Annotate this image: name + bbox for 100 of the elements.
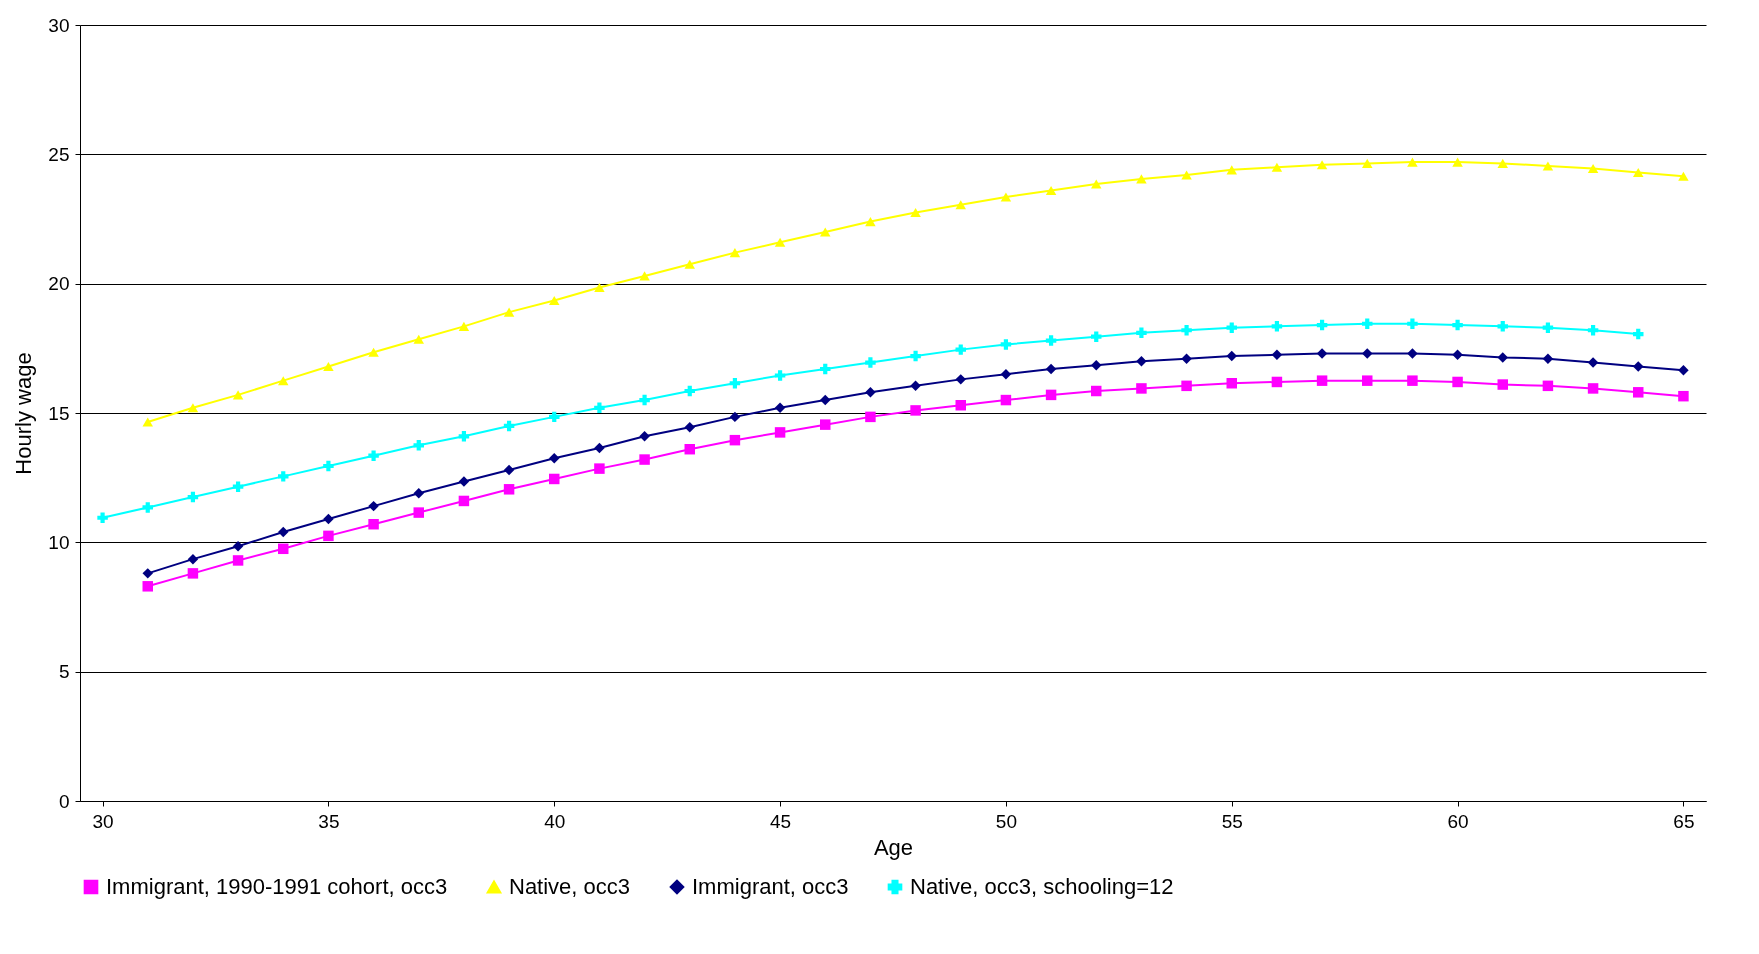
point [503, 464, 515, 476]
point [1633, 361, 1644, 372]
point [594, 283, 605, 293]
point [1587, 324, 1599, 336]
y-tick-label: 25 [48, 143, 70, 165]
point [1136, 356, 1147, 367]
point [1181, 353, 1192, 364]
point [1091, 359, 1102, 371]
point [1226, 165, 1237, 175]
point [458, 321, 470, 331]
legend-label: Native, occ3 [509, 874, 631, 899]
point [232, 540, 244, 552]
point [865, 411, 876, 423]
point [1407, 157, 1418, 167]
point [413, 440, 424, 451]
point [187, 491, 199, 503]
point [1678, 390, 1689, 402]
point [1136, 383, 1147, 394]
point [774, 427, 786, 438]
point [1407, 375, 1418, 386]
point [1452, 319, 1463, 331]
legend-label: Immigrant, 1990-1991 cohort, occ3 [106, 874, 448, 899]
point [729, 248, 741, 258]
point [1181, 324, 1192, 336]
point [232, 481, 244, 492]
point [1452, 157, 1463, 167]
point [1045, 335, 1057, 346]
point [910, 350, 921, 362]
point [910, 405, 921, 416]
point [820, 363, 831, 375]
point [774, 237, 786, 247]
point [278, 471, 289, 482]
point [413, 487, 424, 499]
point [278, 376, 289, 386]
point [729, 378, 741, 389]
point [1587, 164, 1599, 174]
point [1542, 353, 1554, 364]
point [1226, 350, 1237, 362]
point [955, 400, 966, 411]
point [820, 419, 831, 430]
x-tick-label: 50 [995, 810, 1017, 832]
point [1000, 368, 1012, 380]
point [820, 394, 831, 406]
point [1452, 349, 1463, 361]
point [413, 507, 424, 518]
point [1407, 318, 1418, 329]
point [684, 421, 695, 433]
point [232, 390, 244, 400]
point [684, 443, 695, 455]
x-tick-label: 40 [544, 810, 566, 832]
point [1181, 380, 1192, 392]
point [639, 431, 650, 442]
point [142, 568, 153, 579]
point [1587, 357, 1599, 368]
point [458, 495, 470, 507]
point [323, 513, 334, 525]
point [142, 581, 153, 592]
point [594, 463, 605, 474]
point [1678, 365, 1689, 376]
x-tick-label: 30 [92, 810, 114, 832]
point [639, 454, 650, 465]
point [1452, 376, 1463, 388]
x-tick-label: 60 [1447, 810, 1469, 832]
point [594, 442, 605, 454]
point [503, 484, 515, 495]
point [1497, 321, 1508, 332]
point [1316, 319, 1328, 331]
point [1633, 328, 1644, 340]
point [729, 411, 741, 423]
point [187, 568, 199, 579]
point [278, 543, 289, 555]
point [1542, 380, 1554, 392]
point [1091, 331, 1102, 342]
point [1542, 161, 1554, 171]
point [1271, 349, 1283, 361]
point [1271, 321, 1283, 332]
point [503, 307, 515, 317]
point [1226, 322, 1237, 333]
point [1136, 174, 1147, 184]
point [774, 402, 786, 414]
point [1000, 394, 1012, 406]
y-tick-label: 30 [48, 14, 70, 36]
point [684, 259, 695, 269]
point [549, 295, 560, 306]
point [1497, 379, 1508, 390]
point [187, 553, 199, 565]
point [910, 380, 921, 392]
point [323, 460, 334, 472]
point [1000, 339, 1012, 350]
point [1362, 158, 1373, 168]
point [1542, 322, 1554, 333]
point [774, 370, 786, 381]
x-tick-label: 45 [770, 810, 792, 832]
point [1045, 186, 1057, 196]
point [1045, 389, 1057, 401]
y-tick-label: 20 [48, 273, 70, 295]
legend-label: Native, occ3, schooling=12 [910, 874, 1174, 899]
point [1091, 385, 1102, 397]
point [1497, 352, 1508, 363]
point [323, 361, 334, 371]
